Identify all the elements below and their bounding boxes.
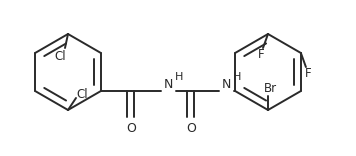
Text: H: H	[233, 72, 241, 82]
Text: H: H	[175, 72, 183, 82]
Text: O: O	[186, 122, 196, 136]
Text: F: F	[258, 49, 264, 61]
Text: N: N	[164, 78, 174, 92]
Text: Cl: Cl	[76, 88, 88, 100]
Text: F: F	[305, 68, 311, 80]
Text: O: O	[126, 122, 136, 136]
Text: Cl: Cl	[54, 49, 66, 63]
Text: N: N	[222, 78, 232, 92]
Text: Br: Br	[263, 81, 277, 95]
